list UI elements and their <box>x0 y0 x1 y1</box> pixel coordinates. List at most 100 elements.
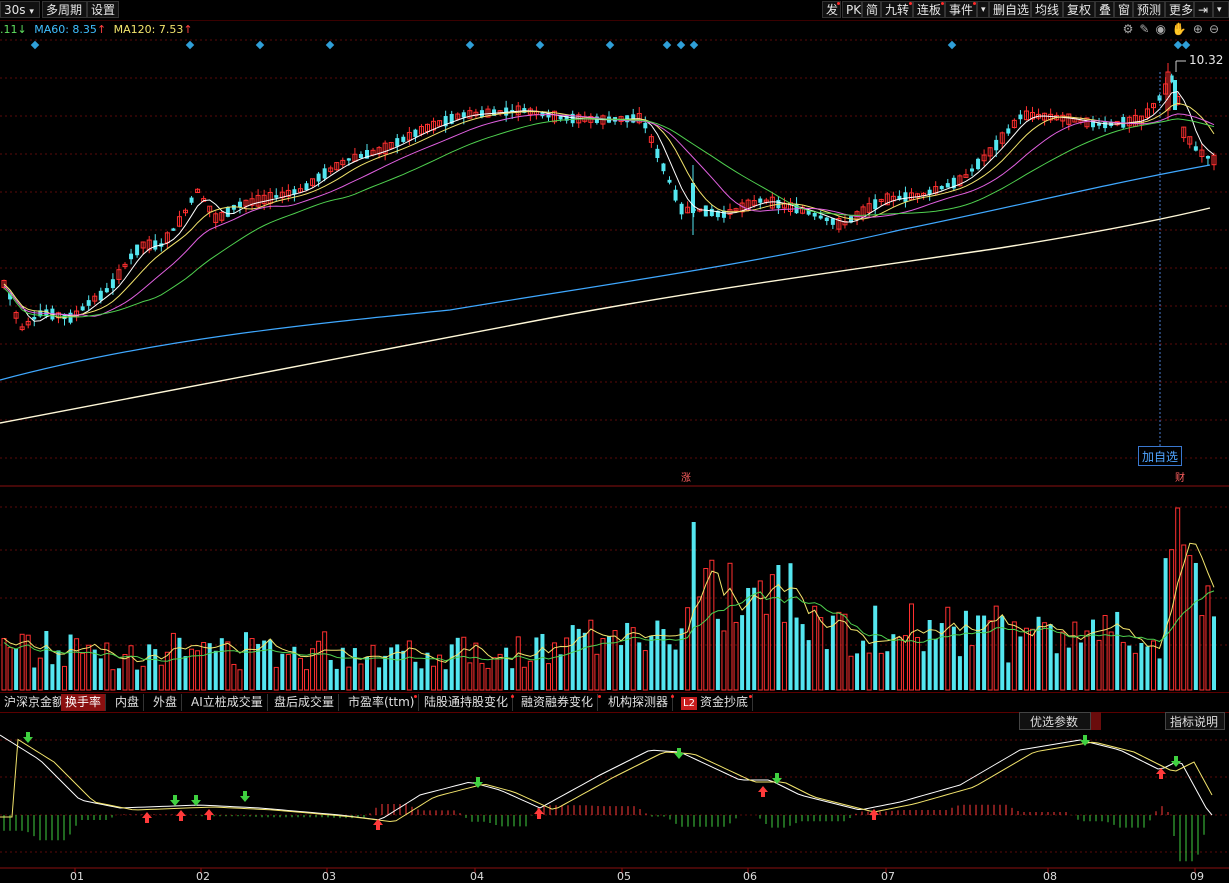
tab-outer-volume[interactable]: 外盘 <box>149 694 183 711</box>
post-button[interactable]: 发 <box>822 1 841 18</box>
volume-bar <box>993 605 999 691</box>
adjust-button[interactable]: 复权 <box>1063 1 1095 18</box>
sell-signal-icon <box>1171 756 1181 767</box>
candle-body <box>721 210 726 218</box>
tab-amount[interactable]: 沪深京金额 <box>0 694 70 711</box>
volume-bar <box>170 632 176 691</box>
settings-button[interactable]: 设置 <box>87 1 119 18</box>
candle-body <box>461 112 466 118</box>
candle-body <box>564 115 569 121</box>
volume-bar <box>655 620 660 690</box>
candle-body <box>1066 113 1072 125</box>
candle-body <box>365 150 369 159</box>
forecast-button[interactable]: 预测 <box>1133 1 1165 18</box>
zoom-in-icon[interactable]: ⊕ <box>1192 22 1209 36</box>
event-diamond-icon <box>535 40 545 50</box>
remove-watchlist-button[interactable]: 删自选 <box>989 1 1031 18</box>
period-select[interactable]: 30s ▾ <box>0 1 40 18</box>
volume-bar <box>316 640 322 691</box>
limit-up-badge[interactable]: 涨 <box>681 473 691 484</box>
volume-bar <box>19 633 25 691</box>
hand-icon[interactable]: ✋ <box>1171 22 1193 36</box>
tab-northbound-holdings[interactable]: 陆股通持股变化 <box>420 694 514 711</box>
candle-body <box>970 168 974 172</box>
volume-bar <box>140 665 146 691</box>
tab-margin-trading[interactable]: 融资融券变化 <box>517 694 599 711</box>
more-button[interactable]: 更多 <box>1165 1 1194 18</box>
overlay-button[interactable]: 叠 <box>1095 1 1114 18</box>
volume-bar <box>334 668 339 690</box>
tab-pe-ttm[interactable]: 市盈率(ttm) <box>344 694 420 711</box>
moving-average-lines <box>0 91 1215 424</box>
candle-body <box>679 203 684 215</box>
simple-button[interactable]: 简 <box>862 1 881 18</box>
volume-bar <box>927 619 932 690</box>
chart-overlay <box>1159 60 1186 446</box>
candle-body <box>207 205 213 213</box>
add-watchlist-button[interactable]: 加自选 <box>1138 446 1182 466</box>
candle-body <box>733 208 739 212</box>
indicator-help-button[interactable]: 指标说明 <box>1165 712 1225 730</box>
volume-bar <box>158 664 164 691</box>
window-button[interactable]: 窗 <box>1114 1 1133 18</box>
volume-bar <box>497 653 503 691</box>
earnings-badge[interactable]: 财 <box>1175 473 1185 484</box>
candle-body <box>1173 80 1177 110</box>
candle-body <box>1157 95 1162 101</box>
nine-turn-button[interactable]: 九转 <box>881 1 913 18</box>
candle-body <box>261 194 267 205</box>
signal-arrows <box>23 732 1181 830</box>
optimize-params-button[interactable]: 优选参数 <box>1019 712 1091 730</box>
candle-body <box>98 290 103 301</box>
volume-bar <box>1091 619 1095 690</box>
eye-icon[interactable]: ◉ <box>1155 22 1172 36</box>
tab-fund-bottom[interactable]: L2 资金抄底 <box>677 694 753 711</box>
volume-bar <box>395 644 400 690</box>
volume-bar <box>268 639 273 690</box>
candle-body <box>146 239 152 251</box>
candle-body <box>195 188 201 194</box>
volume-bar <box>164 651 170 691</box>
candle-body <box>504 107 509 116</box>
params-dropdown[interactable] <box>1091 712 1101 730</box>
volume-bar <box>1181 544 1187 691</box>
zoom-out-icon[interactable]: ⊖ <box>1208 22 1225 36</box>
candle-body <box>715 210 720 218</box>
tab-ai-volume[interactable]: AI立桩成交量 <box>187 694 268 711</box>
candle-body <box>8 292 13 300</box>
candle-body <box>661 163 666 172</box>
volume-bar <box>757 580 763 691</box>
tab-inner-volume[interactable]: 内盘 <box>111 694 145 711</box>
tab-turnover[interactable]: 换手率 <box>61 694 107 711</box>
candle-body <box>25 320 31 326</box>
volume-bar <box>207 643 212 690</box>
tab-after-hours-volume[interactable]: 盘后成交量 <box>270 694 340 711</box>
ma-button[interactable]: 均线 <box>1031 1 1063 18</box>
events-button[interactable]: 事件 <box>945 1 977 18</box>
candle-body <box>1006 128 1011 134</box>
candle-body <box>1018 114 1023 120</box>
limit-up-button[interactable]: 连板 <box>913 1 945 18</box>
tab-institution-detector[interactable]: 机构探测器 <box>604 694 674 711</box>
volume-bar <box>86 644 92 691</box>
candle-body <box>467 110 473 119</box>
volume-bar <box>691 522 696 690</box>
multi-period-button[interactable]: 多周期 <box>42 1 87 18</box>
candle-body <box>86 300 91 306</box>
candle-body <box>1091 119 1095 128</box>
volume-bar <box>310 648 316 691</box>
volume-bar <box>649 635 654 690</box>
candle-body <box>999 132 1005 144</box>
events-dropdown[interactable]: ▾ <box>977 1 989 18</box>
pen-icon[interactable]: ✎ <box>1139 22 1156 36</box>
volume-bar <box>933 638 938 690</box>
candle-body <box>80 306 85 311</box>
exit-icon[interactable]: ⇥ <box>1194 1 1213 18</box>
volume-bar <box>1011 621 1017 691</box>
candle-body <box>32 316 37 320</box>
event-diamond-icon <box>185 40 195 50</box>
pk-button[interactable]: PK <box>842 1 862 18</box>
candle-body <box>68 312 73 323</box>
gear-icon[interactable]: ⚙ <box>1122 22 1140 36</box>
